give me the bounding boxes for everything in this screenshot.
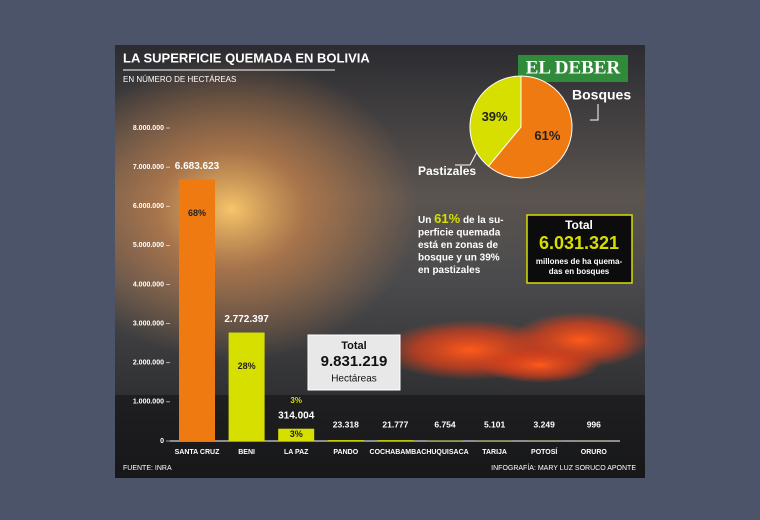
pie-slice [487, 75, 573, 179]
y-tick-label: 8.000.000 [133, 125, 164, 132]
note-text: Un [418, 215, 431, 226]
x-tick-label: CHUQUISACA [421, 449, 468, 456]
x-tick-label: SANTA CRUZ [175, 449, 220, 456]
legend-label: Bosques [572, 87, 631, 103]
y-tick-label: 1.000.000 [133, 399, 164, 406]
x-tick-label: BENI [238, 449, 255, 456]
x-tick-label: TARIJA [482, 449, 507, 456]
x-tick-label: COCHABAMBA [370, 449, 422, 456]
chart-title: LA SUPERFICIE QUEMADA EN BOLIVIA [123, 50, 370, 65]
logo: EL DEBER [526, 57, 621, 78]
note-text: de la su- [463, 215, 504, 226]
logo-box [518, 55, 628, 82]
total-unit: Hectáreas [331, 374, 377, 385]
value-label: 6.683.623 [175, 161, 220, 172]
y-tick-label: 7.000.000 [133, 164, 164, 171]
y-tick-label: 5.000.000 [133, 242, 164, 249]
total-unit: das en bosques [549, 267, 610, 276]
x-tick-label: POTOSÍ [531, 447, 558, 456]
value-label: 23.318 [333, 419, 359, 429]
source: FUENTE: INRA [123, 465, 172, 472]
total-value: 9.831.219 [321, 353, 388, 370]
bar [179, 179, 215, 442]
y-tick-label: 4.000.000 [133, 281, 164, 288]
pie-slice [469, 75, 522, 168]
x-tick-label: PANDO [333, 449, 358, 456]
note-line: bosque y un 39% [418, 253, 500, 264]
y-tick-label: 6.000.000 [133, 203, 164, 210]
note-line: en pastizales [418, 265, 481, 276]
chart-subtitle: EN NÚMERO DE HECTÁREAS [123, 75, 236, 84]
bar [278, 428, 315, 441]
value-label: 3.249 [534, 419, 556, 429]
share-label: 3% [290, 429, 303, 439]
total-unit: millones de ha quema- [536, 257, 623, 266]
value-label: 314.004 [278, 410, 315, 421]
note-line: está en zonas de [418, 240, 498, 251]
value-label: 6.754 [434, 419, 456, 429]
value-label: 21.777 [382, 419, 408, 429]
y-tick-label: 2.000.000 [133, 360, 164, 367]
share-label: 3% [290, 396, 302, 405]
credit: INFOGRAFÍA: MARY LUZ SORUCO APONTE [491, 463, 636, 472]
total-box [526, 214, 633, 284]
total-label: Total [565, 218, 593, 232]
note-highlight: 61% [434, 211, 460, 226]
total-label: Total [341, 340, 366, 352]
x-tick-label: LA PAZ [284, 449, 309, 456]
legend-label: Pastizales [418, 164, 476, 178]
y-tick-label: 0 [160, 438, 164, 445]
y-tick-label: 3.000.000 [133, 320, 164, 327]
value-label: 2.772.397 [224, 314, 269, 325]
bar [228, 332, 265, 441]
note-line: Un 61% de la su- [418, 211, 504, 226]
total-box [307, 334, 401, 391]
share-label: 68% [188, 208, 206, 218]
value-label: 5.101 [484, 419, 506, 429]
value-label: 996 [587, 419, 601, 429]
slice-label: 39% [482, 109, 508, 124]
share-label: 28% [238, 361, 256, 371]
x-tick-label: ORURO [581, 449, 608, 456]
slice-label: 61% [534, 128, 560, 143]
note-line: perficie quemada [418, 228, 501, 239]
total-value: 6.031.321 [539, 233, 619, 253]
bar [377, 440, 414, 441]
bar [327, 440, 364, 441]
